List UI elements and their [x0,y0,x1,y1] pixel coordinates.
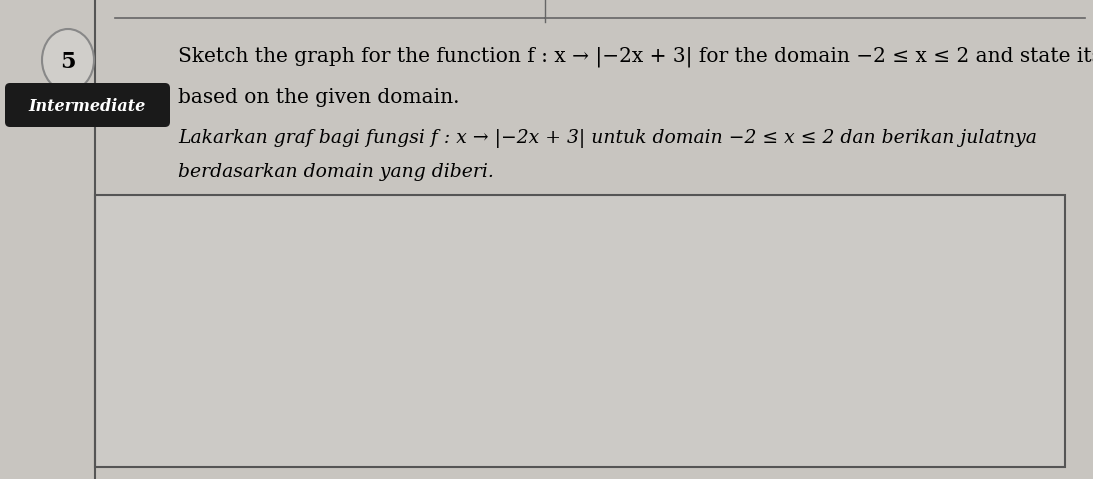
Bar [95,195,1065,467]
Text: Sketch the graph for the function f : x → |−2x + 3| for the domain −2 ≤ x ≤ 2 an: Sketch the graph for the function f : x … [178,47,1093,67]
Text: based on the given domain.: based on the given domain. [178,88,459,106]
Text: Lakarkan graf bagi fungsi f : x → |−2x + 3| untuk domain −2 ≤ x ≤ 2 dan berikan : Lakarkan graf bagi fungsi f : x → |−2x +… [178,128,1037,148]
Text: Intermediate: Intermediate [28,98,145,114]
FancyBboxPatch shape [5,83,171,127]
Text: berdasarkan domain yang diberi.: berdasarkan domain yang diberi. [178,163,494,181]
Ellipse shape [42,29,94,91]
Text: 5: 5 [60,51,75,73]
